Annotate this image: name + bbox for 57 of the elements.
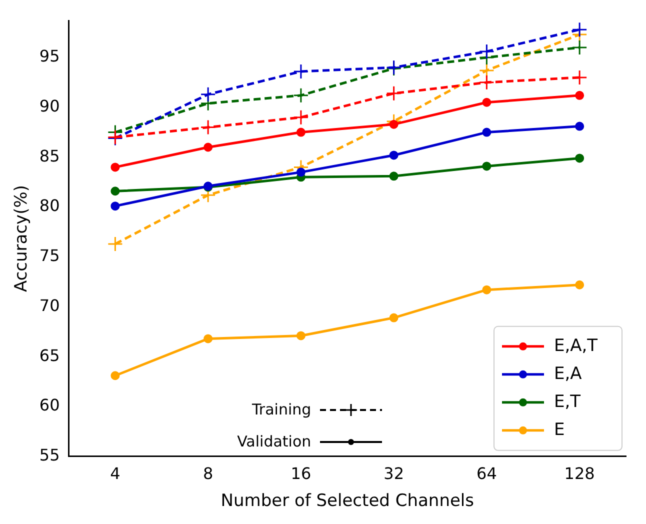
point xyxy=(110,186,120,196)
point xyxy=(296,128,306,137)
point xyxy=(293,88,309,104)
point xyxy=(575,280,584,290)
x-tick-label: 32 xyxy=(384,464,404,484)
point xyxy=(389,313,398,322)
x-tick-label: 8 xyxy=(202,464,214,484)
point xyxy=(478,44,494,60)
point xyxy=(386,86,402,102)
y-axis-title: Accuracy(%) xyxy=(12,184,32,292)
point xyxy=(110,371,120,380)
y-tick-label: 85 xyxy=(39,146,60,166)
point xyxy=(482,98,492,107)
point xyxy=(293,110,309,126)
point xyxy=(110,202,120,211)
x-tick-label: 64 xyxy=(476,464,497,484)
x-tick-label: 128 xyxy=(564,464,595,484)
y-tick-label: 70 xyxy=(39,296,60,315)
point xyxy=(389,172,398,181)
y-tick-label: 80 xyxy=(39,196,60,216)
point xyxy=(296,331,306,340)
point xyxy=(200,86,216,102)
annotation: Training xyxy=(250,400,312,418)
point xyxy=(575,154,584,163)
legend-label: E,T xyxy=(554,392,582,412)
point xyxy=(200,120,216,136)
y-tick-label: 75 xyxy=(39,246,60,266)
legend-label: E,A xyxy=(554,364,582,384)
point xyxy=(482,285,492,294)
point xyxy=(204,142,213,152)
point xyxy=(572,70,588,86)
point xyxy=(293,64,309,80)
x-tick-label: 4 xyxy=(110,464,120,484)
point xyxy=(572,40,588,56)
legend-label: E,A,T xyxy=(554,336,598,356)
point xyxy=(482,162,492,171)
y-tick-label: 65 xyxy=(39,346,60,365)
annotation: Validation xyxy=(237,432,312,450)
point xyxy=(575,90,584,100)
point xyxy=(389,120,398,129)
x-axis-title: Number of Selected Channels xyxy=(220,491,474,512)
point xyxy=(296,168,306,177)
y-tick-label: 95 xyxy=(39,46,60,66)
y-tick-label: 55 xyxy=(39,446,60,465)
x-tick-label: 16 xyxy=(290,464,312,484)
point xyxy=(110,162,120,172)
legend-label: E xyxy=(554,420,565,440)
point xyxy=(204,334,213,344)
point xyxy=(478,62,494,78)
point xyxy=(482,128,492,137)
point xyxy=(478,74,494,90)
y-tick-label: 60 xyxy=(39,396,60,415)
y-tick-label: 90 xyxy=(39,96,60,116)
point xyxy=(389,150,398,160)
point xyxy=(575,122,584,131)
point xyxy=(107,236,123,252)
point xyxy=(572,22,588,38)
